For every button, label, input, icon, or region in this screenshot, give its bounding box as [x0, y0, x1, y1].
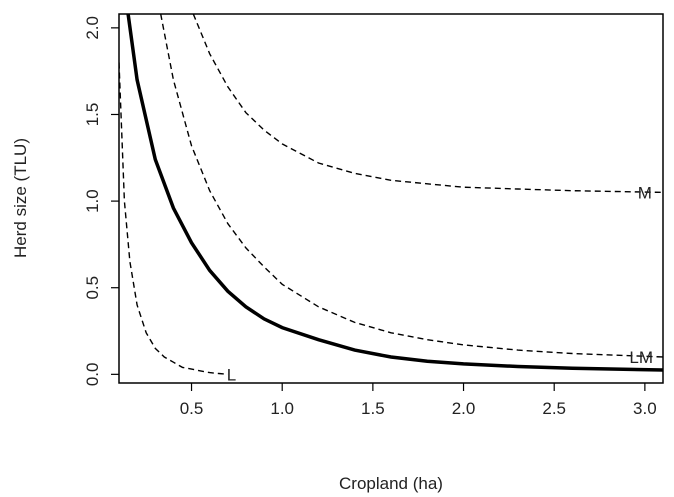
- curve-m: [192, 14, 663, 194]
- x-tick-label: 1.0: [270, 399, 294, 418]
- curve-labels-layer: L LM M: [227, 183, 653, 384]
- x-tick-label: 3.0: [633, 399, 657, 418]
- curve-l: [119, 62, 228, 375]
- curves-layer: [119, 14, 663, 375]
- y-tick-label: 1.5: [83, 103, 102, 127]
- y-tick-label: 1.0: [83, 189, 102, 213]
- plot-frame: [118, 13, 664, 384]
- x-tick-label: 0.5: [180, 399, 204, 418]
- x-tick-label: 2.0: [452, 399, 476, 418]
- x-axis: 0.5 1.0 1.5 2.0 2.5 3.0: [180, 383, 657, 418]
- y-tick-label: 2.0: [83, 16, 102, 40]
- y-tick-label: 0.0: [83, 363, 102, 387]
- y-axis: 0.0 0.5 1.0 1.5 2.0: [83, 16, 119, 386]
- curve-label-m: M: [638, 183, 652, 202]
- y-axis-title: Herd size (TLU): [11, 138, 30, 258]
- curve-lm: [160, 14, 663, 358]
- curve-label-lm: LM: [629, 348, 653, 367]
- y-tick-label: 0.5: [83, 276, 102, 300]
- x-tick-label: 2.5: [542, 399, 566, 418]
- curve-fitted: [126, 14, 663, 372]
- x-axis-title: Cropland (ha): [339, 474, 443, 493]
- x-tick-label: 1.5: [361, 399, 385, 418]
- curve-label-l: L: [227, 365, 236, 384]
